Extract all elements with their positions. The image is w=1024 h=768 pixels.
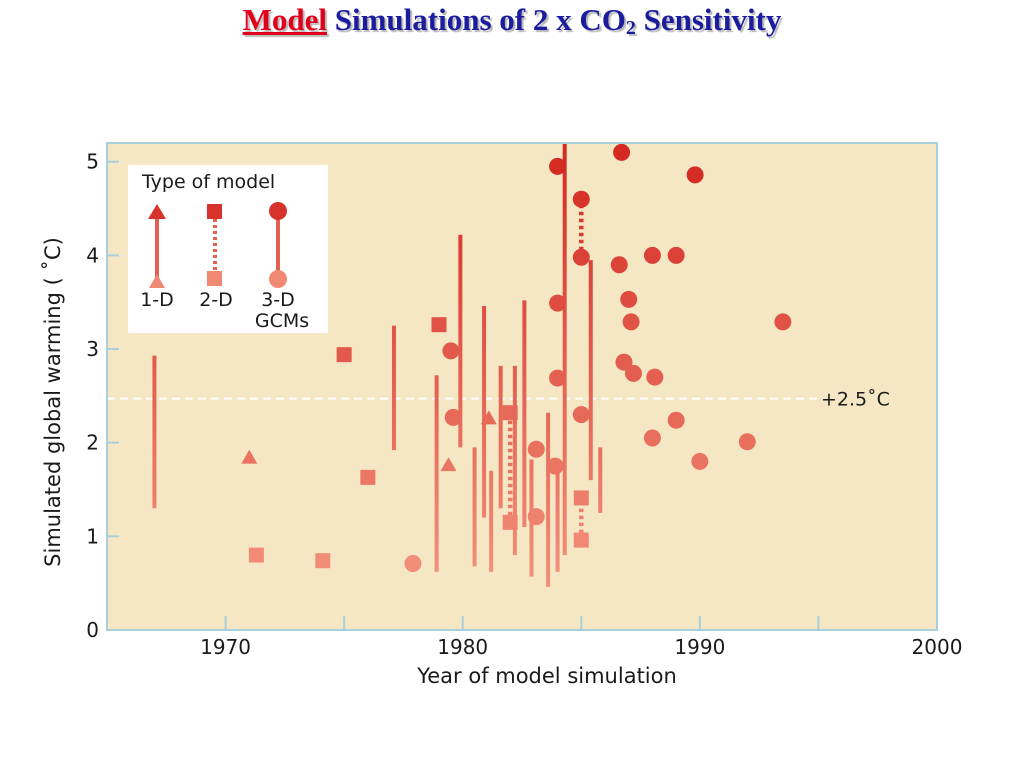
legend-box [128,165,328,333]
point-3d [527,440,545,458]
point-3d [442,342,460,360]
x-tick-label: 1970 [200,635,251,659]
title-subscript: 2 [625,17,636,39]
title-text-after-subscript: Sensitivity [643,2,782,37]
point-3d [546,457,564,475]
point-2d [573,532,589,548]
point-3d [667,411,685,429]
point-3d [643,246,661,264]
x-axis-label: Year of model simulation [416,664,677,688]
point-2d [360,469,376,485]
point-3d [549,369,567,387]
point-2d [502,514,518,530]
slide-title: Model Simulations of 2 x CO2 Sensitivity [0,2,1024,40]
y-axis-label: Simulated global warming ( ˚C) [41,237,65,567]
y-axis-ticks: 0 1 2 3 4 5 [86,150,119,642]
point-3d [444,408,462,426]
point-3d [615,353,633,371]
point-3d [549,157,567,175]
legend-title: Type of model [141,171,275,193]
point-3d [691,452,709,470]
reference-line-label: +2.5˚C [821,389,890,411]
point-3d [572,190,590,208]
legend-3d-high-circle [269,202,287,220]
point-3d [667,246,685,264]
legend-label-gcms: GCMs [255,310,309,332]
legend-label-3d: 3-D [261,289,295,311]
x-tick-label: 1990 [674,635,725,659]
point-3d [620,290,638,308]
point-2d [431,317,447,333]
point-3d [404,555,422,573]
x-tick-label: 2000 [912,635,963,659]
range-bars [152,143,603,587]
legend-3d-low-circle [269,270,287,288]
title-text-before-subscript: Simulations of 2 x CO [334,2,626,37]
y-tick-label: 1 [86,524,99,548]
y-tick-label: 4 [86,243,99,267]
point-2d [248,547,264,563]
point-1d [241,449,258,464]
title-model-word: Model [242,2,327,37]
point-3d [549,294,567,312]
point-2d [573,490,589,506]
data-points [241,143,792,573]
point-3d [610,256,628,274]
y-tick-label: 5 [86,150,99,174]
legend-label-2d: 2-D [199,289,233,311]
legend-2d-high-square [207,204,222,219]
point-2d [336,347,352,363]
plot-frame [106,142,938,631]
point-3d [624,364,642,382]
point-3d [527,508,545,526]
y-tick-label: 3 [86,337,99,361]
legend-1d-high-triangle [148,204,166,219]
point-3d [643,429,661,447]
y-tick-label: 2 [86,431,99,455]
point-3d [646,368,664,386]
point-1d [440,457,457,472]
y-tick-label: 0 [86,618,99,642]
title-main-text: Simulations of 2 x CO2 Sensitivity [334,2,782,39]
point-3d [686,166,704,184]
legend-2d-low-square [207,271,222,286]
reference-line-group: +2.5˚C [107,389,890,411]
point-3d [738,433,756,451]
x-tick-label: 1980 [437,635,488,659]
point-3d [572,248,590,266]
legend-1d-low-triangle [149,274,165,288]
point-3d [613,143,631,161]
point-3d [622,313,640,331]
point-1d [480,410,497,425]
point-2d [315,553,331,569]
point-2d [502,405,518,421]
legend: Type of model 1-D 2-D 3-D GCMs [128,165,328,333]
point-3d [774,313,792,331]
legend-label-1d: 1-D [140,289,174,311]
point-3d [572,406,590,424]
